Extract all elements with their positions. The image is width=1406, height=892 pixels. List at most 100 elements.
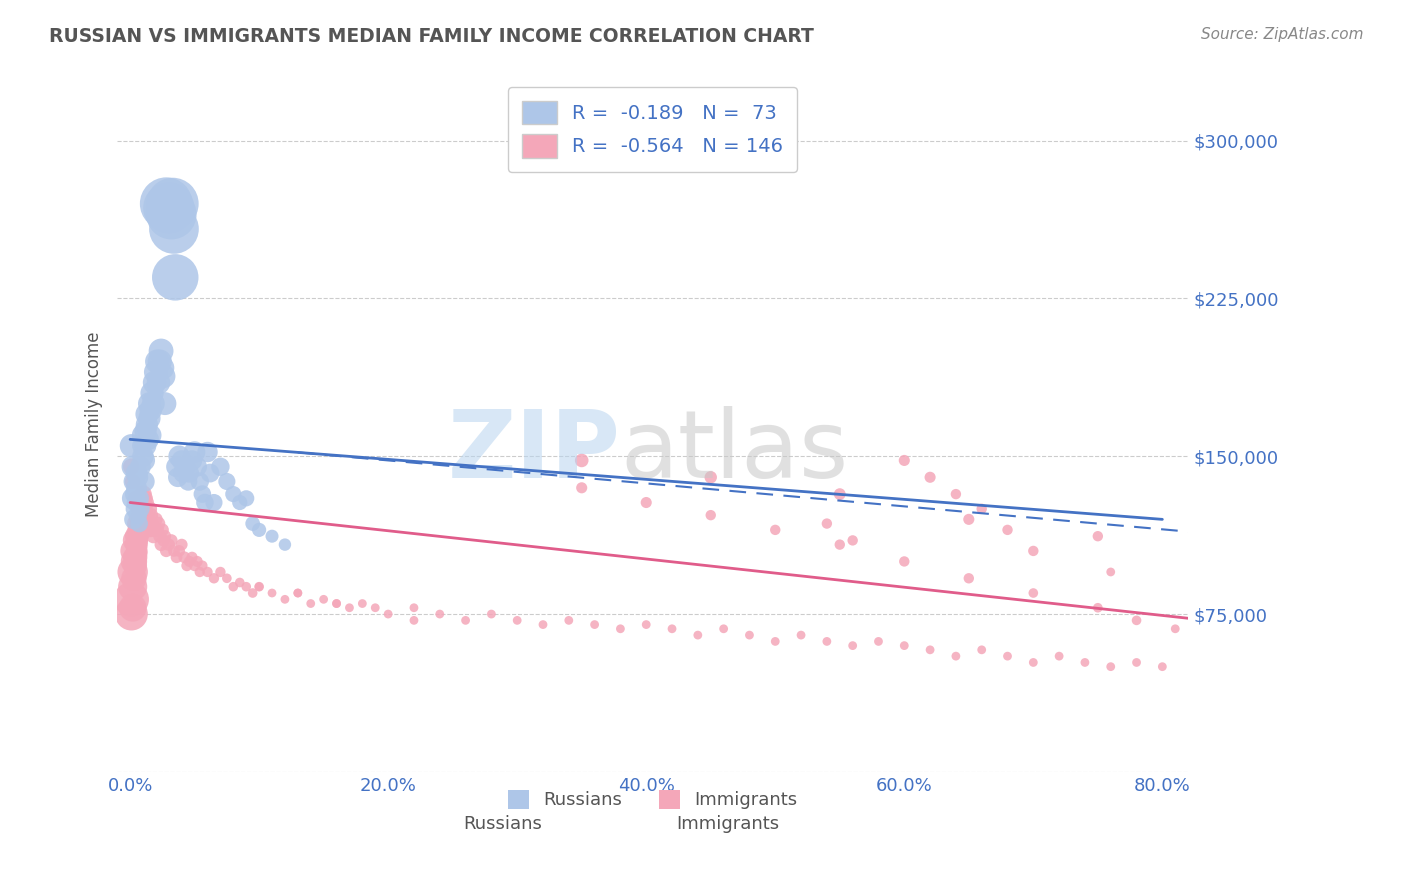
Point — [121, 565, 143, 579]
Point — [429, 607, 451, 621]
Point — [215, 475, 238, 489]
Point — [131, 508, 153, 523]
Point — [176, 558, 198, 573]
Point — [146, 354, 169, 368]
Point — [1087, 600, 1109, 615]
Point — [120, 459, 142, 474]
Point — [129, 501, 152, 516]
Point — [129, 538, 152, 552]
Point — [325, 597, 347, 611]
Point — [131, 439, 153, 453]
Point — [125, 529, 148, 543]
Point — [149, 354, 172, 368]
Point — [738, 628, 761, 642]
Point — [135, 424, 157, 438]
Point — [136, 512, 159, 526]
Point — [162, 196, 184, 211]
Point — [166, 470, 188, 484]
Point — [181, 453, 204, 467]
Point — [1164, 622, 1187, 636]
Point — [188, 565, 211, 579]
Point — [260, 586, 283, 600]
Point — [181, 550, 204, 565]
Point — [287, 586, 309, 600]
Point — [287, 586, 309, 600]
Point — [167, 544, 190, 558]
Point — [121, 580, 143, 594]
Point — [134, 475, 156, 489]
Point — [198, 466, 221, 480]
Point — [700, 508, 723, 523]
Point — [1152, 659, 1174, 673]
Point — [197, 565, 219, 579]
Point — [247, 580, 270, 594]
Point — [163, 222, 186, 236]
Point — [945, 649, 967, 664]
Point — [166, 459, 188, 474]
Point — [558, 613, 581, 627]
Point — [165, 270, 187, 285]
Point — [402, 613, 425, 627]
Point — [136, 433, 159, 447]
Point — [377, 607, 399, 621]
Point — [274, 538, 297, 552]
Point — [173, 550, 195, 565]
Point — [229, 495, 252, 509]
Point — [661, 622, 683, 636]
Point — [149, 529, 172, 543]
Point — [163, 544, 186, 558]
Text: Source: ZipAtlas.com: Source: ZipAtlas.com — [1201, 27, 1364, 42]
Point — [868, 634, 890, 648]
Point — [152, 369, 174, 384]
Point — [124, 491, 146, 506]
Point — [209, 565, 232, 579]
Point — [152, 533, 174, 548]
Point — [125, 481, 148, 495]
Point — [167, 449, 190, 463]
Point — [145, 512, 167, 526]
Point — [174, 459, 197, 474]
Point — [132, 449, 155, 463]
Point — [127, 523, 149, 537]
Point — [121, 600, 143, 615]
Point — [531, 617, 554, 632]
Point — [177, 475, 200, 489]
Point — [124, 550, 146, 565]
Point — [1022, 586, 1045, 600]
Point — [247, 523, 270, 537]
Point — [129, 459, 152, 474]
Point — [150, 523, 173, 537]
Point — [135, 417, 157, 432]
Point — [148, 376, 170, 390]
Point — [125, 546, 148, 560]
Point — [506, 613, 529, 627]
Point — [235, 580, 257, 594]
Point — [172, 466, 194, 480]
Point — [121, 491, 143, 506]
Point — [121, 475, 143, 489]
Point — [242, 586, 264, 600]
Point — [790, 628, 813, 642]
Text: Russians: Russians — [464, 815, 543, 833]
Point — [139, 508, 162, 523]
Point — [166, 550, 188, 565]
Point — [242, 516, 264, 531]
Point — [132, 487, 155, 501]
Point — [957, 512, 980, 526]
Point — [997, 523, 1019, 537]
Point — [150, 538, 173, 552]
Point — [134, 501, 156, 516]
Point — [274, 592, 297, 607]
Point — [970, 501, 993, 516]
Point — [135, 508, 157, 523]
Point — [127, 512, 149, 526]
Point — [128, 491, 150, 506]
Point — [609, 622, 631, 636]
Point — [229, 575, 252, 590]
Point — [127, 470, 149, 484]
Point — [135, 439, 157, 453]
Point — [957, 571, 980, 585]
Point — [1125, 656, 1147, 670]
Point — [215, 571, 238, 585]
Text: atlas: atlas — [620, 407, 849, 499]
